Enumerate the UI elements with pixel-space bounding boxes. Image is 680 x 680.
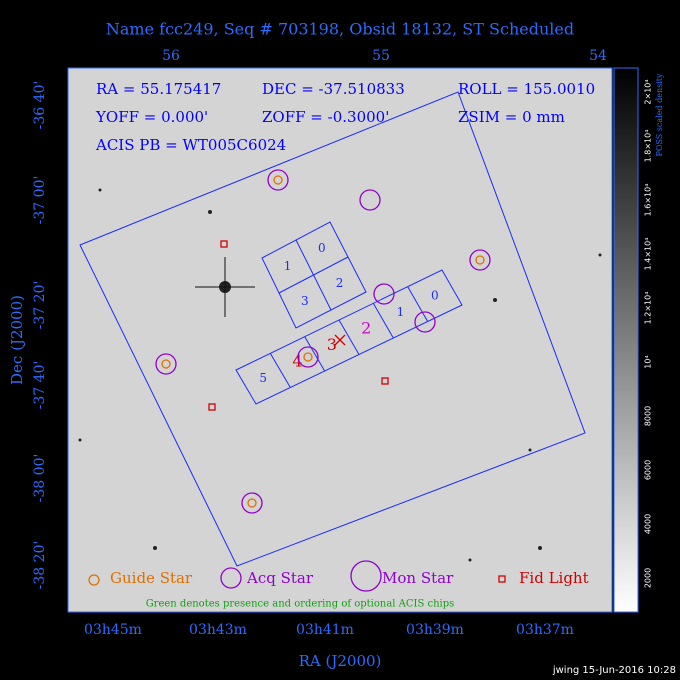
chip-edge (407, 286, 429, 322)
top-tick-label: 54 (589, 48, 607, 64)
top-tick-label: 55 (372, 48, 390, 64)
y-label: Dec (J2000) (8, 295, 26, 385)
x-label: RA (J2000) (299, 652, 382, 670)
s-chip-label: 5 (259, 371, 267, 385)
chip-edge (338, 319, 360, 355)
bottom-tick-label: 03h45m (84, 622, 142, 638)
i-chip-label: 0 (318, 241, 326, 255)
legend-label: Fid Light (519, 569, 589, 587)
colorbar (613, 67, 639, 613)
legend-label: Mon Star (382, 569, 454, 587)
bottom-tick-label: 03h41m (296, 622, 354, 638)
plot-frame (67, 67, 613, 613)
i-chip-label: 1 (284, 259, 292, 273)
left-tick-label: -37 20' (32, 281, 48, 330)
i-array (261, 221, 367, 329)
left-tick-label: -37 00' (32, 176, 48, 225)
note: Green denotes presence and ordering of o… (146, 599, 455, 610)
i-chip-label: 3 (301, 294, 309, 308)
colorbar-tick-label: 8000 (644, 406, 653, 426)
bottom-tick-label: 03h39m (406, 622, 464, 638)
footer: jwing 15-Jun-2016 10:28 (552, 665, 676, 676)
legend-label: Acq Star (246, 569, 314, 587)
s-chip-label: 2 (361, 318, 371, 337)
chip-edge (269, 353, 291, 388)
colorbar-tick-label: 10⁴ (644, 355, 653, 368)
left-tick-label: -37 40' (32, 361, 48, 410)
chip-edge (304, 336, 326, 372)
field-outline (79, 91, 586, 567)
left-tick-label: -36 40' (32, 81, 48, 130)
colorbar-tick-label: 1.8×10⁴ (644, 130, 653, 163)
bright-star-spikes (195, 257, 255, 317)
colorbar-tick-label: 1.6×10⁴ (644, 184, 653, 217)
colorbar-tick-label: 1.4×10⁴ (644, 238, 653, 271)
s-chip-label: 0 (431, 288, 439, 302)
legend-label: Guide Star (110, 569, 193, 587)
s-chip-label: 3 (327, 335, 337, 354)
bottom-tick-label: 03h43m (189, 622, 247, 638)
colorbar-tick-label: 6000 (644, 460, 653, 480)
info-line: ROLL = 155.0010 (458, 80, 595, 98)
legend-symbols (88, 560, 506, 592)
info-line: YOFF = 0.000' (95, 108, 208, 126)
left-tick-label: -38 00' (32, 454, 48, 503)
s-chip-label: 1 (397, 305, 405, 319)
i-chip-label: 2 (336, 276, 344, 290)
info-line: DEC = -37.510833 (262, 80, 405, 98)
chip-edge (372, 303, 394, 339)
stars-overlay (155, 169, 491, 514)
info-line: ZSIM = 0 mm (458, 108, 565, 126)
info-line: RA = 55.175417 (96, 80, 221, 98)
s-chip-label: 4 (292, 352, 302, 371)
title: Name fcc249, Seq # 703198, Obsid 18132, … (106, 20, 574, 39)
bottom-tick-label: 03h37m (516, 622, 574, 638)
info-line: ACIS PB = WT005C6024 (95, 136, 286, 154)
colorbar-label: POSS scaled density (655, 73, 664, 157)
colorbar-tick-label: 4000 (644, 514, 653, 534)
acis-chips: 1 0 3 2 5 4 3 2 1 0 (235, 221, 463, 405)
colorbar-tick-label: 2×10⁴ (644, 79, 653, 104)
left-tick-label: -38 20' (32, 541, 48, 590)
chip-edge (278, 256, 349, 294)
colorbar-tick-label: 2000 (644, 568, 653, 588)
top-tick-label: 56 (162, 48, 180, 64)
colorbar-tick-label: 1.2×10⁴ (644, 292, 653, 325)
info-line: ZOFF = -0.3000' (262, 108, 389, 126)
